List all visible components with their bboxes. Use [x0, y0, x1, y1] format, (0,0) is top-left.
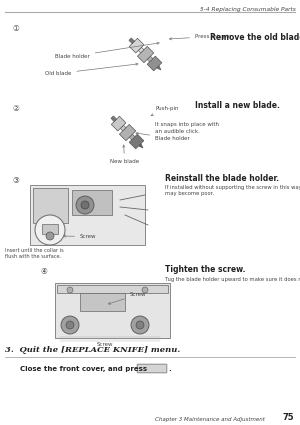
Bar [30, 185, 145, 245]
Text: Screw: Screw [97, 342, 113, 347]
Text: Push-pin: Push-pin [151, 106, 178, 116]
Text: Tug the blade holder upward to make sure it does not come loose.: Tug the blade holder upward to make sure… [165, 277, 300, 282]
Circle shape [66, 321, 74, 329]
Polygon shape [129, 38, 135, 44]
Circle shape [76, 196, 94, 214]
Text: Press this pin: Press this pin [169, 34, 231, 40]
Text: Chapter 3 Maintenance and Adjustment: Chapter 3 Maintenance and Adjustment [155, 417, 265, 422]
Bar [72, 190, 112, 215]
Bar [80, 293, 125, 311]
Polygon shape [139, 144, 143, 148]
Text: ④: ④ [40, 267, 47, 277]
Bar [42, 224, 58, 234]
Text: 5-4 Replacing Consumable Parts: 5-4 Replacing Consumable Parts [200, 7, 296, 12]
Circle shape [46, 232, 54, 240]
Text: Install a new blade.: Install a new blade. [195, 100, 280, 110]
Text: If installed without supporting the screw in this way, cutting quality
may becom: If installed without supporting the scre… [165, 185, 300, 196]
Polygon shape [129, 38, 144, 53]
Polygon shape [137, 46, 154, 63]
Text: 75: 75 [282, 413, 294, 422]
Text: ②: ② [13, 104, 20, 113]
Polygon shape [120, 125, 126, 131]
Circle shape [35, 215, 65, 245]
Polygon shape [129, 134, 135, 140]
Text: Insert until the collar is
flush with the surface.: Insert until the collar is flush with th… [5, 248, 64, 259]
Polygon shape [138, 47, 144, 53]
Text: New blade: New blade [110, 145, 139, 164]
Text: Screw: Screw [64, 234, 97, 239]
Text: 3.  Quit the [REPLACE KNIFE] menu.: 3. Quit the [REPLACE KNIFE] menu. [5, 346, 180, 354]
Text: It snaps into place with
an audible click.: It snaps into place with an audible clic… [155, 122, 219, 133]
Polygon shape [147, 56, 162, 71]
Circle shape [61, 316, 79, 334]
Text: Blade holder: Blade holder [55, 42, 159, 59]
FancyBboxPatch shape [137, 364, 167, 373]
Circle shape [136, 321, 144, 329]
Bar [33, 188, 68, 223]
Text: ③: ③ [13, 176, 20, 184]
Circle shape [67, 287, 73, 293]
Text: ①: ① [13, 23, 20, 32]
Circle shape [131, 316, 149, 334]
Text: Old blade: Old blade [45, 63, 138, 76]
Text: Reinstall the blade holder.: Reinstall the blade holder. [165, 173, 279, 182]
Polygon shape [147, 56, 153, 62]
Text: Close the front cover, and press: Close the front cover, and press [20, 366, 147, 372]
Text: .: . [168, 366, 171, 372]
Polygon shape [111, 116, 117, 122]
Text: Blade holder: Blade holder [136, 132, 190, 141]
Text: Tighten the screw.: Tighten the screw. [165, 266, 245, 275]
Circle shape [142, 287, 148, 293]
Polygon shape [111, 116, 126, 131]
Text: Screw: Screw [108, 292, 146, 304]
Circle shape [81, 201, 89, 209]
Polygon shape [129, 134, 144, 149]
Bar [55, 283, 170, 338]
Text: Remove the old blade.: Remove the old blade. [210, 32, 300, 42]
Bar [57, 285, 168, 293]
Polygon shape [157, 65, 161, 70]
Polygon shape [119, 125, 136, 141]
